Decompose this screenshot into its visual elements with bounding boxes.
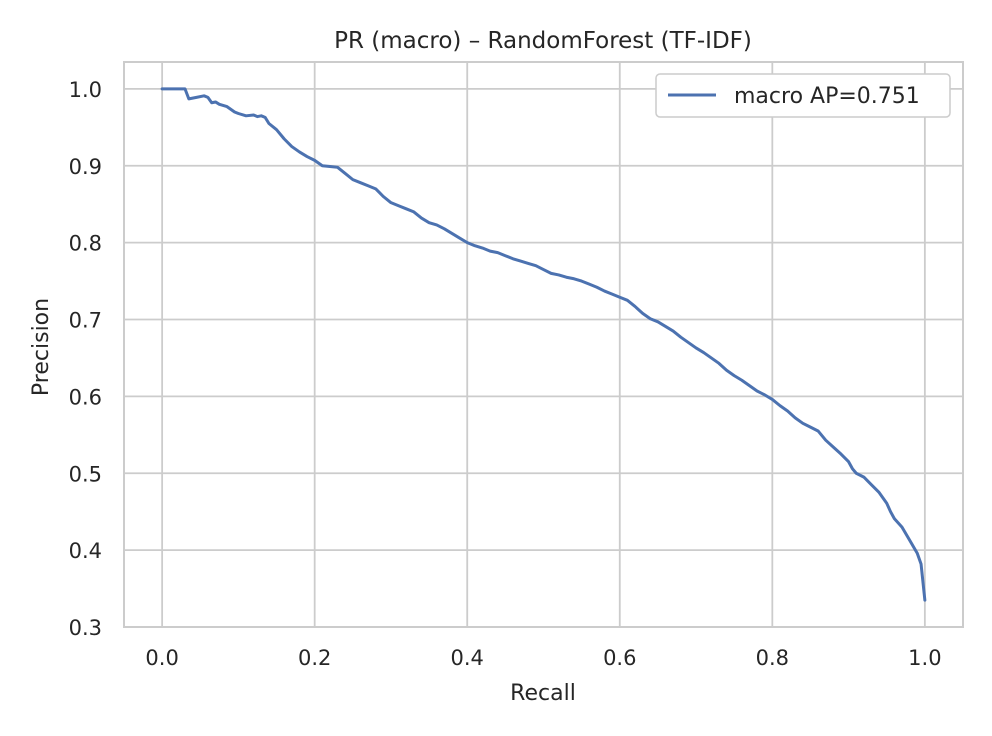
y-tick-label: 1.0 bbox=[69, 78, 102, 102]
x-tick-label: 0.2 bbox=[298, 646, 331, 670]
chart-title: PR (macro) – RandomForest (TF-IDF) bbox=[334, 28, 752, 54]
y-tick-label: 0.4 bbox=[69, 539, 102, 563]
y-axis-label: Precision bbox=[29, 298, 54, 396]
x-tick-label: 0.8 bbox=[756, 646, 789, 670]
y-tick-label: 0.8 bbox=[69, 232, 102, 256]
legend-label: macro AP=0.751 bbox=[734, 84, 920, 109]
x-tick-label: 1.0 bbox=[908, 646, 941, 670]
x-axis-label: Recall bbox=[510, 681, 576, 706]
x-tick-label: 0.6 bbox=[603, 646, 636, 670]
legend: macro AP=0.751 bbox=[655, 73, 951, 118]
y-tick-label: 0.3 bbox=[69, 616, 102, 640]
grid bbox=[124, 62, 963, 628]
series-layer bbox=[160, 87, 927, 602]
x-tick-label: 0.4 bbox=[451, 646, 484, 670]
y-tick-label: 0.9 bbox=[69, 155, 102, 179]
y-ticks: 0.3 0.4 0.5 0.6 0.7 0.8 0.9 1.0 bbox=[69, 78, 102, 640]
plot-frame bbox=[123, 61, 964, 628]
y-tick-label: 0.7 bbox=[69, 309, 102, 333]
series-line-0 bbox=[160, 87, 927, 602]
y-tick-label: 0.6 bbox=[69, 385, 102, 409]
legend-box bbox=[655, 73, 951, 118]
y-tick-label: 0.5 bbox=[69, 462, 102, 486]
x-ticks: 0.0 0.2 0.4 0.6 0.8 1.0 bbox=[145, 646, 941, 670]
x-tick-label: 0.0 bbox=[145, 646, 178, 670]
